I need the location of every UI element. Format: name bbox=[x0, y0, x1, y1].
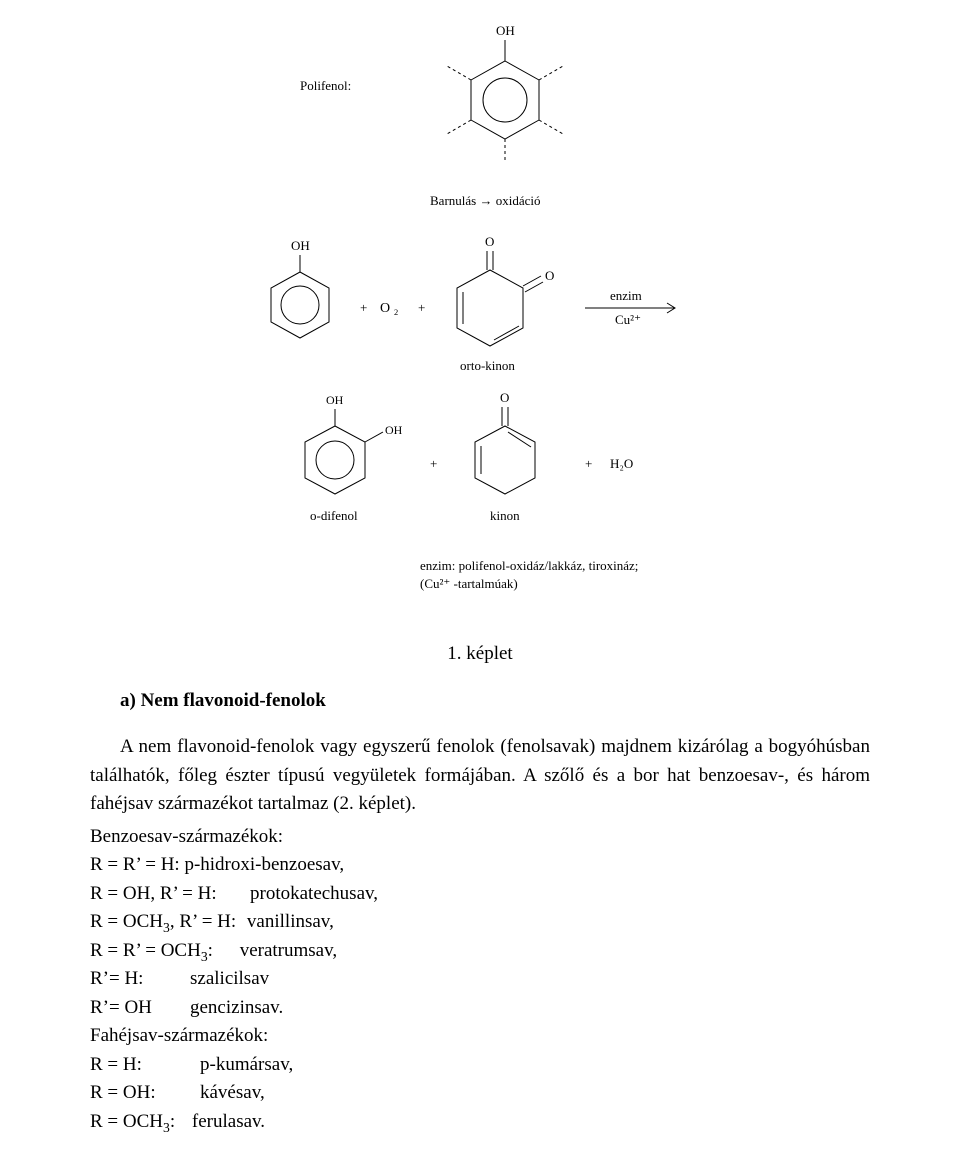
label-o-kinon: O bbox=[500, 390, 509, 405]
o-difenol-structure bbox=[305, 409, 383, 494]
polyphenol-ring bbox=[447, 40, 563, 160]
label-polyphenol: Polifenol: bbox=[300, 78, 351, 93]
kinon-structure bbox=[475, 407, 535, 494]
body-paragraph: A nem flavonoid-fenolok vagy egyszerű fe… bbox=[90, 733, 870, 819]
label-o2: O ₂ bbox=[380, 301, 399, 316]
document-page: Polifenol: bbox=[0, 10, 960, 1176]
benzo-line-5: R’= H:szalicilsav bbox=[90, 965, 870, 994]
fahej-line-2: R = OH:kávésav, bbox=[90, 1079, 870, 1108]
label-browning: Barnulás → oxidáció bbox=[430, 193, 540, 208]
benzo-line-2: R = OH, R’ = H:protokatechusav, bbox=[90, 880, 870, 909]
benzo-line-1: R = R’ = H: p-hidroxi-benzoesav, bbox=[90, 851, 870, 880]
fahej-line-3: R = OCH3: ferulasav. bbox=[90, 1108, 870, 1137]
phenol-structure bbox=[271, 255, 329, 338]
label-o-topright: O bbox=[545, 268, 554, 283]
label-plus-3: + bbox=[430, 456, 437, 471]
label-kinon: kinon bbox=[490, 508, 520, 523]
diagram-svg: Polifenol: bbox=[205, 10, 755, 610]
orto-kinon-structure bbox=[457, 251, 543, 346]
label-cu-note: (Cu²⁺ -tartalmúak) bbox=[420, 576, 518, 591]
label-oh-top: OH bbox=[496, 23, 515, 38]
label-enzim-arrow: enzim bbox=[610, 288, 642, 303]
label-oh-phenol: OH bbox=[291, 238, 310, 253]
label-plus-1: + bbox=[360, 300, 367, 315]
fahej-header: Fahéjsav-származékok: bbox=[90, 1022, 870, 1051]
label-plus-2: + bbox=[418, 300, 425, 315]
label-oh-odif1: OH bbox=[326, 393, 344, 407]
section-heading: a) Nem flavonoid-fenolok bbox=[120, 687, 870, 716]
label-o-difenol: o-difenol bbox=[310, 508, 358, 523]
chemistry-diagram: Polifenol: bbox=[205, 10, 755, 610]
benzo-line-4: R = R’ = OCH3: veratrumsav, bbox=[90, 937, 870, 966]
benzo-header: Benzoesav-származékok: bbox=[90, 823, 870, 852]
fahej-line-1: R = H:p-kumársav, bbox=[90, 1051, 870, 1080]
benzo-line-3: R = OCH3, R’ = H: vanillinsav, bbox=[90, 908, 870, 937]
label-h2o: H₂O bbox=[610, 456, 633, 471]
label-cu2-arrow: Cu²⁺ bbox=[615, 312, 641, 327]
label-enzim-note: enzim: polifenol-oxidáz/lakkáz, tiroxiná… bbox=[420, 558, 638, 573]
label-o-top: O bbox=[485, 234, 494, 249]
label-orto-kinon: orto-kinon bbox=[460, 358, 515, 373]
text-body: 1. képlet a) Nem flavonoid-fenolok A nem… bbox=[90, 640, 870, 1136]
label-plus-4: + bbox=[585, 456, 592, 471]
label-oh-odif2: OH bbox=[385, 423, 403, 437]
benzo-line-6: R’= OHgencizinsav. bbox=[90, 994, 870, 1023]
figure-caption: 1. képlet bbox=[90, 640, 870, 669]
